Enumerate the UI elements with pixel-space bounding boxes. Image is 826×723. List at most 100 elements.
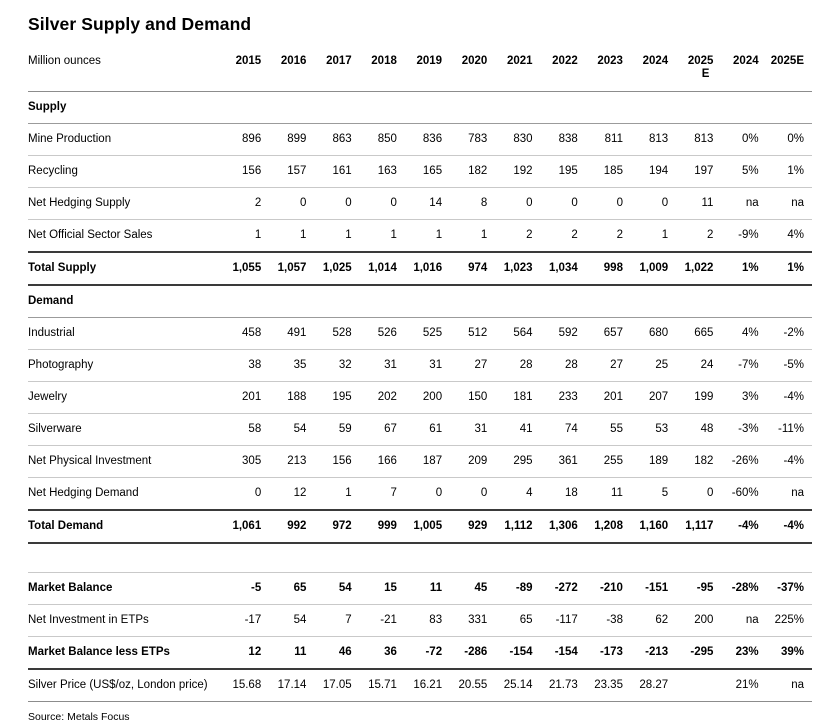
value-cell: na	[721, 187, 767, 220]
table-row: Market Balance -5 65 54 15 11 45 -89 -272 -210 -15…	[28, 572, 812, 605]
value-cell: 972	[314, 509, 360, 544]
value-cell: 1%	[766, 251, 812, 286]
table-row: Mine Production 896 899 863 850 836 783 830 838 8…	[28, 123, 812, 156]
value-cell	[676, 285, 722, 318]
value-cell: 181	[495, 381, 541, 414]
value-cell: 192	[495, 155, 541, 188]
value-cell: 46	[314, 636, 360, 670]
table-row: Net Hedging Supply 2 0 0 0 14 8 0 0 0 0 11 na na	[28, 187, 812, 220]
value-cell	[676, 91, 722, 124]
value-cell	[721, 543, 767, 573]
value-cell: 11	[404, 572, 451, 605]
value-cell: 0	[585, 187, 631, 220]
table-row: Net Official Sector Sales 1 1 1 1 1 1 2 2 2 1 2 -9% 4…	[28, 219, 812, 253]
value-cell: 165	[404, 155, 451, 188]
column-header: 2021	[495, 51, 541, 92]
value-cell: 491	[269, 317, 315, 350]
value-cell: -151	[630, 572, 677, 605]
value-cell: -11%	[766, 413, 812, 446]
value-cell: 0	[630, 187, 677, 220]
value-cell: 209	[450, 445, 496, 478]
value-cell: 5%	[721, 155, 767, 188]
value-cell: 0	[224, 477, 270, 511]
value-cell: 28.27	[630, 669, 677, 702]
table-row: Silverware 58 54 59 67 61 31 41 74 55 53 48 -3% -11%	[28, 413, 812, 446]
value-cell: 1,160	[630, 509, 677, 544]
value-cell	[450, 91, 496, 124]
column-header: 2024	[721, 51, 767, 92]
value-cell: 0	[404, 477, 451, 511]
value-cell: 14	[404, 187, 451, 220]
value-cell: 67	[359, 413, 405, 446]
value-cell: 59	[314, 413, 360, 446]
value-cell	[676, 543, 722, 573]
value-cell	[585, 91, 631, 124]
value-cell: 2	[676, 219, 722, 253]
value-cell: -38	[585, 604, 631, 637]
value-cell: 201	[585, 381, 631, 414]
value-cell	[404, 91, 451, 124]
value-cell: 0	[540, 187, 586, 220]
value-cell: 7	[314, 604, 360, 637]
value-cell	[359, 543, 405, 573]
table-row: Market Balance less ETPs 12 11 46 36 -72 -286-…	[28, 636, 812, 670]
value-cell: 0	[676, 477, 722, 511]
value-cell: 3%	[721, 381, 767, 414]
column-header: 2017	[314, 51, 360, 92]
value-cell: 28	[495, 349, 541, 382]
row-label: Jewelry	[28, 381, 224, 414]
value-cell	[630, 285, 677, 318]
value-cell: 4	[495, 477, 541, 511]
value-cell: 21.73	[540, 669, 586, 702]
value-cell: 195	[314, 381, 360, 414]
value-cell: 48	[676, 413, 722, 446]
value-cell: 185	[585, 155, 631, 188]
value-cell: 0	[450, 477, 496, 511]
value-cell: -72	[404, 636, 451, 670]
value-cell: 163	[359, 155, 405, 188]
value-cell: 665	[676, 317, 722, 350]
value-cell: 899	[269, 123, 315, 156]
value-cell: 512	[450, 317, 496, 350]
value-cell: 15	[359, 572, 405, 605]
value-cell: 225%	[766, 604, 812, 637]
value-cell: 194	[630, 155, 677, 188]
value-cell: 31	[450, 413, 496, 446]
value-cell: 11	[676, 187, 722, 220]
value-cell: 1	[269, 219, 315, 253]
value-cell: 15.71	[359, 669, 405, 702]
column-header: 2022	[540, 51, 586, 92]
value-cell: 7	[359, 477, 405, 511]
row-label: Total Supply	[28, 251, 224, 286]
value-cell: 18	[540, 477, 586, 511]
row-label: Photography	[28, 349, 224, 382]
row-label: Total Demand	[28, 509, 224, 544]
value-cell: -5	[224, 572, 270, 605]
value-cell	[314, 285, 360, 318]
value-cell	[269, 543, 315, 573]
value-cell: na	[766, 187, 812, 220]
value-cell: 813	[676, 123, 722, 156]
value-cell: 213	[269, 445, 315, 478]
value-cell: 838	[540, 123, 586, 156]
value-cell: 458	[224, 317, 270, 350]
value-cell: 200	[404, 381, 451, 414]
value-cell: -272	[540, 572, 586, 605]
value-cell	[540, 285, 586, 318]
value-cell: 23%	[721, 636, 767, 670]
value-cell: na	[766, 477, 812, 511]
value-cell: 361	[540, 445, 586, 478]
value-cell: 53	[630, 413, 677, 446]
row-label: Recycling	[28, 155, 224, 188]
value-cell: -7%	[721, 349, 767, 382]
value-cell: -4%	[721, 509, 767, 544]
table-row: Jewelry 201 188 195 202 200 150 181 233 201 207 199…	[28, 381, 812, 414]
value-cell: -295	[676, 636, 722, 670]
value-cell	[721, 91, 767, 124]
table-row: Total Demand 1,061 992 972 999 1,005 929 1,112 1…	[28, 509, 812, 544]
value-cell: 27	[585, 349, 631, 382]
value-cell: 182	[676, 445, 722, 478]
value-cell: 2	[540, 219, 586, 253]
value-cell: 836	[404, 123, 451, 156]
row-label: Net Investment in ETPs	[28, 604, 224, 637]
